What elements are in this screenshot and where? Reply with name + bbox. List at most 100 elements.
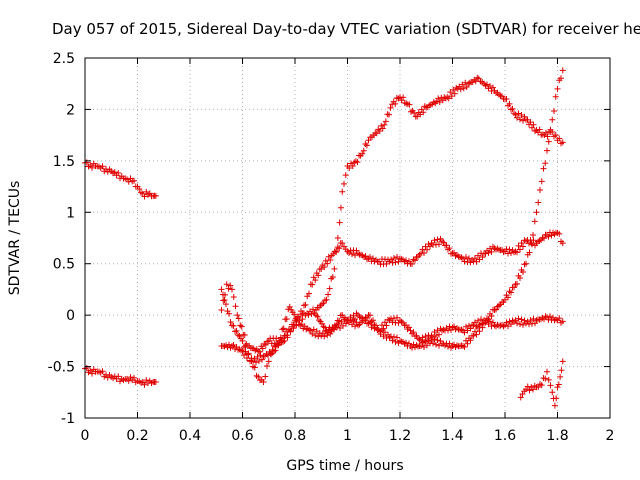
data-point-marker bbox=[221, 297, 228, 304]
data-point-marker bbox=[436, 241, 442, 248]
data-point-marker bbox=[152, 192, 159, 199]
data-point-marker bbox=[238, 323, 245, 330]
data-point-marker bbox=[319, 300, 325, 307]
data-point-marker bbox=[511, 284, 517, 291]
data-point-marker bbox=[559, 358, 566, 365]
data-point-marker bbox=[115, 373, 122, 380]
data-point-marker bbox=[410, 329, 417, 336]
data-point-marker bbox=[324, 332, 331, 339]
data-point-marker bbox=[386, 334, 393, 341]
data-point-marker bbox=[470, 332, 477, 339]
data-point-marker bbox=[538, 178, 545, 185]
data-point-marker bbox=[517, 246, 523, 253]
data-point-marker bbox=[307, 327, 314, 334]
data-point-marker bbox=[262, 373, 269, 380]
y-tick-label: 2.5 bbox=[53, 51, 75, 67]
y-tick-label: 1 bbox=[66, 205, 75, 221]
data-point-marker bbox=[544, 133, 551, 140]
data-point-marker bbox=[558, 367, 565, 374]
data-point-marker bbox=[331, 265, 338, 272]
data-point-marker bbox=[435, 95, 442, 102]
data-point-marker bbox=[259, 345, 266, 352]
data-point-marker bbox=[337, 204, 344, 211]
data-point-marker bbox=[540, 165, 547, 172]
data-point-marker bbox=[506, 246, 513, 253]
data-point-marker bbox=[326, 285, 333, 292]
data-point-marker bbox=[241, 331, 248, 338]
data-point-marker bbox=[297, 322, 304, 329]
data-point-marker bbox=[475, 317, 481, 324]
data-point-marker bbox=[352, 315, 358, 322]
data-point-marker bbox=[321, 264, 328, 271]
data-point-marker bbox=[379, 125, 386, 132]
data-point-marker bbox=[527, 119, 534, 126]
data-point-marker bbox=[342, 172, 349, 179]
data-point-marker bbox=[482, 250, 489, 257]
data-point-marker bbox=[391, 255, 397, 262]
data-point-marker bbox=[530, 315, 537, 322]
data-point-marker bbox=[445, 246, 451, 253]
data-point-marker bbox=[394, 334, 400, 341]
data-point-marker bbox=[223, 301, 229, 308]
data-point-marker bbox=[479, 254, 486, 261]
data-point-marker bbox=[262, 341, 269, 348]
data-point-marker bbox=[506, 100, 513, 107]
data-point-marker bbox=[152, 379, 159, 385]
data-point-marker bbox=[547, 313, 553, 320]
data-point-marker bbox=[527, 317, 534, 324]
data-point-marker bbox=[491, 307, 498, 313]
data-point-marker bbox=[322, 297, 328, 304]
data-point-marker bbox=[322, 257, 329, 264]
data-point-marker bbox=[551, 107, 557, 114]
data-point-marker bbox=[499, 93, 505, 100]
data-point-marker bbox=[256, 348, 263, 355]
data-point-marker bbox=[360, 147, 367, 154]
data-point-marker bbox=[529, 320, 535, 327]
data-point-marker bbox=[346, 317, 352, 324]
data-point-marker bbox=[222, 291, 228, 298]
data-point-marker bbox=[418, 343, 424, 349]
data-point-marker bbox=[339, 240, 346, 247]
data-point-marker bbox=[362, 140, 369, 147]
data-point-marker bbox=[552, 132, 559, 139]
data-point-marker bbox=[229, 286, 235, 293]
data-point-marker bbox=[343, 320, 349, 327]
grid bbox=[85, 58, 610, 418]
x-tick-label: 0 bbox=[81, 428, 90, 444]
data-point-marker bbox=[406, 324, 412, 331]
data-point-marker bbox=[496, 302, 502, 309]
data-point-marker bbox=[521, 113, 528, 120]
data-point-marker bbox=[336, 245, 343, 252]
data-point-marker bbox=[509, 105, 516, 112]
data-point-marker bbox=[488, 312, 495, 319]
data-point-marker bbox=[556, 315, 563, 322]
data-point-marker bbox=[355, 322, 361, 329]
data-point-marker bbox=[554, 384, 561, 391]
data-point-marker bbox=[422, 338, 429, 345]
data-point-marker bbox=[265, 352, 271, 359]
data-point-marker bbox=[541, 235, 547, 242]
data-point-marker bbox=[520, 243, 526, 250]
x-tick-label: 1.2 bbox=[389, 428, 411, 444]
x-tick-label: 1.8 bbox=[546, 428, 568, 444]
data-point-marker bbox=[354, 159, 361, 166]
y-tick-label: 0.5 bbox=[53, 257, 75, 273]
data-point-marker bbox=[434, 236, 441, 243]
data-point-marker bbox=[127, 175, 134, 182]
data-point-marker bbox=[259, 356, 265, 363]
data-point-marker bbox=[559, 318, 566, 325]
data-point-marker bbox=[233, 327, 240, 334]
data-point-marker bbox=[314, 313, 321, 320]
data-point-marker bbox=[287, 328, 294, 335]
data-point-marker bbox=[224, 308, 231, 315]
data-point-marker bbox=[536, 126, 543, 133]
data-point-marker bbox=[309, 330, 316, 337]
data-point-marker bbox=[526, 387, 533, 394]
data-point-marker bbox=[485, 316, 492, 323]
data-point-marker bbox=[436, 331, 442, 338]
data-point-marker bbox=[549, 389, 556, 396]
data-point-marker bbox=[434, 337, 441, 344]
data-point-marker bbox=[421, 103, 428, 110]
data-point-marker bbox=[508, 106, 514, 113]
data-point-marker bbox=[316, 317, 322, 324]
